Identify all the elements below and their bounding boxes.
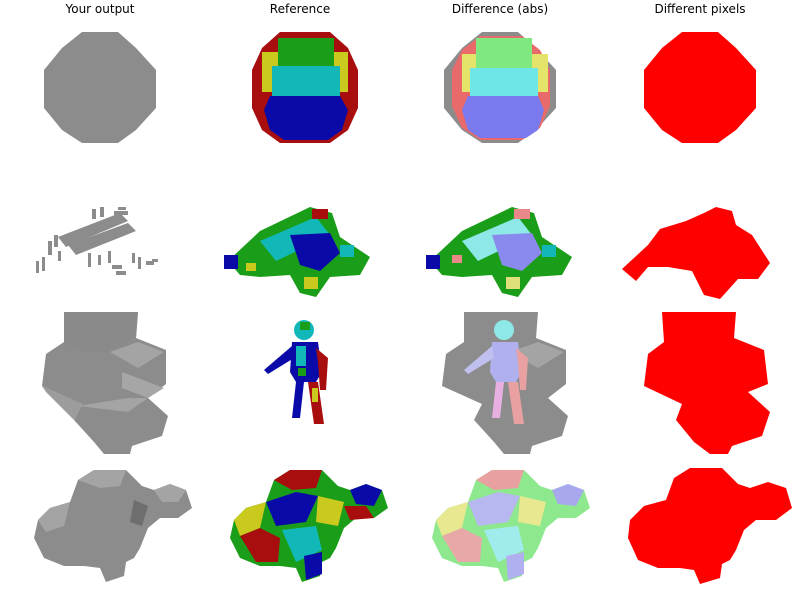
spaceship-output-image [28, 205, 163, 290]
bunny-difference-image [428, 466, 593, 586]
bunny-reference-image [226, 466, 391, 586]
human-output-image [38, 312, 170, 454]
spaceship-difference-image [422, 205, 577, 300]
sphere-output-image [40, 30, 160, 145]
bunny-different-pixels-image [626, 466, 796, 586]
column-title-output: Your output [0, 2, 200, 16]
sphere-different-pixels-image [640, 30, 760, 145]
column-title-different-pixels: Different pixels [600, 2, 800, 16]
bunny-output-image [30, 466, 195, 586]
spaceship-different-pixels-image [620, 205, 775, 300]
human-reference-image [262, 318, 342, 430]
human-difference-image [438, 312, 570, 454]
spaceship-reference-image [220, 205, 375, 300]
sphere-difference-image [440, 30, 560, 145]
human-different-pixels-image [636, 312, 771, 454]
column-title-reference: Reference [200, 2, 400, 16]
sphere-reference-image [250, 30, 360, 145]
column-title-difference: Difference (abs) [400, 2, 600, 16]
